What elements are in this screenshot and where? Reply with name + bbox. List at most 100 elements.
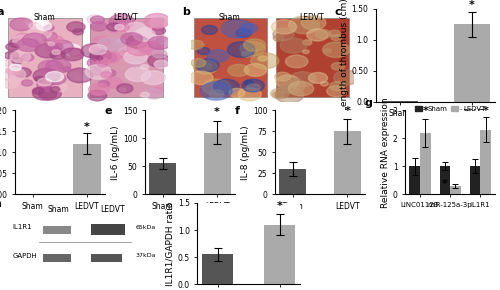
Circle shape <box>144 14 170 28</box>
FancyBboxPatch shape <box>8 18 82 97</box>
Circle shape <box>148 75 156 79</box>
Circle shape <box>16 34 30 42</box>
Circle shape <box>152 27 166 35</box>
Circle shape <box>251 53 279 69</box>
Circle shape <box>46 72 64 82</box>
Circle shape <box>326 86 346 97</box>
Circle shape <box>26 17 46 29</box>
Circle shape <box>302 50 309 54</box>
Circle shape <box>258 56 268 61</box>
Circle shape <box>72 29 84 35</box>
Circle shape <box>117 84 133 93</box>
Circle shape <box>103 70 116 77</box>
Circle shape <box>46 59 71 73</box>
Circle shape <box>86 65 111 79</box>
Text: c: c <box>334 7 342 17</box>
Circle shape <box>69 48 83 57</box>
Circle shape <box>278 82 297 93</box>
Circle shape <box>121 33 142 45</box>
Circle shape <box>124 50 147 64</box>
Circle shape <box>10 51 30 63</box>
Circle shape <box>189 71 213 85</box>
Circle shape <box>99 52 116 63</box>
Circle shape <box>100 72 112 78</box>
Circle shape <box>100 52 120 64</box>
Circle shape <box>152 50 167 58</box>
Circle shape <box>129 60 140 67</box>
Text: 37kDa: 37kDa <box>136 253 156 258</box>
Y-axis label: Relative RNA expression: Relative RNA expression <box>381 97 390 208</box>
Circle shape <box>50 51 66 59</box>
Circle shape <box>88 84 109 95</box>
Circle shape <box>141 31 166 46</box>
Circle shape <box>46 73 66 84</box>
Circle shape <box>302 40 312 45</box>
Circle shape <box>244 64 266 76</box>
Circle shape <box>50 68 58 73</box>
Circle shape <box>275 87 304 103</box>
Circle shape <box>228 42 255 57</box>
Circle shape <box>111 42 126 51</box>
Circle shape <box>324 49 332 53</box>
Circle shape <box>127 41 152 56</box>
Text: LEDVT: LEDVT <box>299 13 324 22</box>
Circle shape <box>46 42 63 52</box>
Circle shape <box>96 56 103 60</box>
Circle shape <box>140 65 148 69</box>
Circle shape <box>126 67 150 81</box>
Circle shape <box>37 79 59 91</box>
Circle shape <box>33 68 59 83</box>
Circle shape <box>52 83 68 92</box>
Circle shape <box>116 24 130 31</box>
Text: *: * <box>214 107 220 117</box>
Circle shape <box>222 20 254 38</box>
Text: Sham: Sham <box>219 13 240 22</box>
Circle shape <box>273 35 284 41</box>
Circle shape <box>330 81 346 91</box>
Circle shape <box>194 60 218 74</box>
Circle shape <box>207 50 229 62</box>
Circle shape <box>244 80 254 86</box>
Text: *: * <box>277 201 282 211</box>
Bar <box>280 169 306 194</box>
Circle shape <box>6 43 18 50</box>
Circle shape <box>14 68 31 77</box>
Circle shape <box>10 64 21 71</box>
Bar <box>450 186 460 194</box>
Circle shape <box>136 27 160 40</box>
Circle shape <box>210 90 224 98</box>
Circle shape <box>276 75 299 88</box>
Circle shape <box>112 38 124 45</box>
Circle shape <box>22 80 32 86</box>
Circle shape <box>22 33 46 47</box>
Circle shape <box>35 76 43 81</box>
Bar <box>204 133 231 194</box>
Text: *: * <box>344 106 350 116</box>
Circle shape <box>242 51 252 57</box>
Circle shape <box>62 67 71 71</box>
Circle shape <box>10 66 20 71</box>
Circle shape <box>154 60 168 68</box>
Bar <box>264 225 296 284</box>
Circle shape <box>229 88 245 97</box>
Bar <box>410 166 420 194</box>
Circle shape <box>25 14 48 28</box>
Circle shape <box>202 26 218 35</box>
Bar <box>440 166 450 194</box>
Circle shape <box>126 22 146 34</box>
Circle shape <box>150 18 167 28</box>
Circle shape <box>188 40 204 49</box>
Circle shape <box>329 30 340 37</box>
Circle shape <box>145 89 163 99</box>
Circle shape <box>148 37 171 50</box>
Circle shape <box>301 16 326 30</box>
Circle shape <box>10 18 32 31</box>
Circle shape <box>50 87 60 92</box>
Circle shape <box>228 64 249 76</box>
Circle shape <box>36 22 52 30</box>
Circle shape <box>22 54 34 61</box>
Circle shape <box>90 50 112 62</box>
Circle shape <box>105 78 122 88</box>
Circle shape <box>35 44 60 58</box>
Circle shape <box>191 59 206 67</box>
